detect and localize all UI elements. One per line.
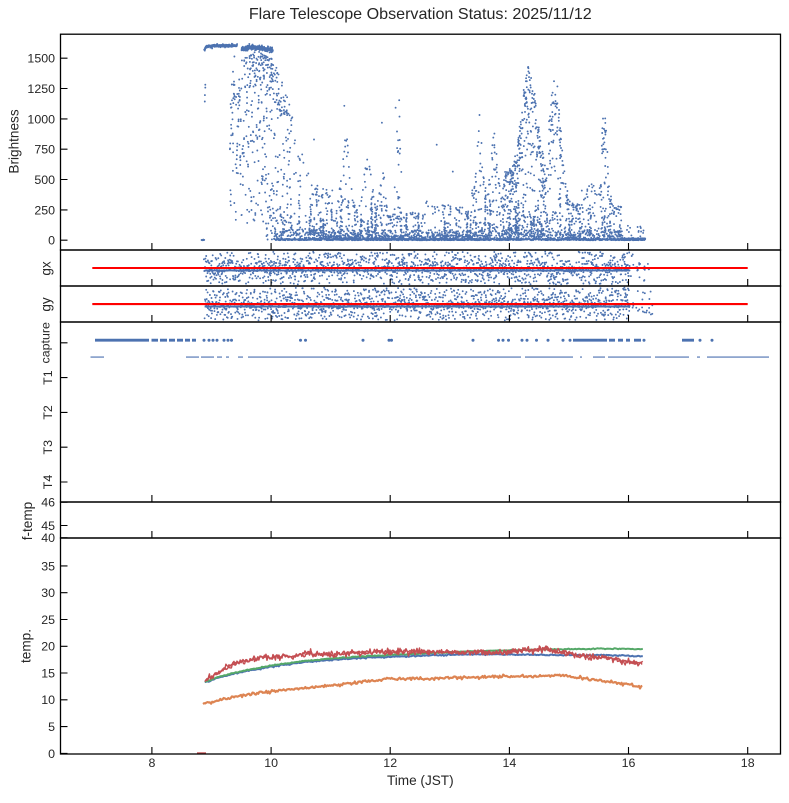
svg-text:750: 750	[34, 143, 55, 157]
svg-text:500: 500	[34, 173, 55, 187]
svg-text:0: 0	[48, 234, 55, 248]
svg-text:1250: 1250	[27, 82, 55, 96]
svg-text:f-temp: f-temp	[20, 502, 35, 541]
svg-text:45: 45	[41, 519, 55, 533]
svg-text:250: 250	[34, 203, 55, 217]
svg-text:18: 18	[741, 756, 755, 770]
svg-text:30: 30	[41, 586, 55, 600]
svg-text:20: 20	[41, 640, 55, 654]
svg-text:14: 14	[503, 756, 517, 770]
svg-text:16: 16	[622, 756, 636, 770]
svg-text:gx: gx	[38, 261, 53, 276]
svg-text:Time (JST): Time (JST)	[387, 773, 454, 788]
svg-text:5: 5	[48, 720, 55, 734]
svg-text:25: 25	[41, 613, 55, 627]
svg-text:40: 40	[41, 531, 55, 545]
svg-text:Flare Telescope Observation St: Flare Telescope Observation Status: 2025…	[249, 5, 592, 23]
svg-text:12: 12	[383, 756, 397, 770]
svg-text:gy: gy	[38, 297, 53, 312]
svg-text:35: 35	[41, 559, 55, 573]
svg-text:10: 10	[41, 693, 55, 707]
svg-text:Brightness: Brightness	[7, 109, 22, 173]
svg-text:T4: T4	[41, 475, 55, 490]
svg-text:1000: 1000	[27, 112, 55, 126]
svg-text:T3: T3	[41, 440, 55, 455]
svg-text:T1: T1	[41, 370, 55, 385]
svg-text:T2: T2	[41, 405, 55, 420]
svg-text:46: 46	[41, 496, 55, 510]
svg-text:capture: capture	[39, 322, 53, 363]
svg-text:10: 10	[264, 756, 278, 770]
svg-text:1500: 1500	[27, 52, 55, 66]
svg-text:8: 8	[148, 756, 155, 770]
svg-text:0: 0	[48, 747, 55, 761]
svg-text:temp.: temp.	[19, 629, 34, 663]
svg-text:15: 15	[41, 666, 55, 680]
